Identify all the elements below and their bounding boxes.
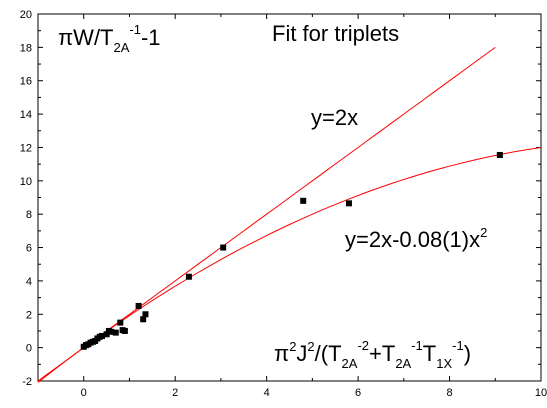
data-point bbox=[103, 331, 110, 338]
data-point bbox=[121, 327, 128, 334]
data-point bbox=[142, 311, 149, 318]
data-point bbox=[140, 316, 147, 323]
data-point bbox=[112, 329, 119, 336]
y-tick-label: 16 bbox=[20, 76, 32, 88]
y-tick-label: -2 bbox=[22, 376, 32, 388]
y-tick-label: 6 bbox=[26, 243, 32, 255]
x-tick-label: 0 bbox=[81, 387, 87, 399]
y-tick-label: 18 bbox=[20, 42, 32, 54]
y-tick-label: 4 bbox=[26, 276, 32, 288]
x-tick-label: 4 bbox=[264, 387, 270, 399]
x-tick-label: 10 bbox=[535, 387, 547, 399]
data-point bbox=[135, 302, 142, 309]
data-point bbox=[496, 151, 503, 158]
x-tick-label: 6 bbox=[355, 387, 361, 399]
y-tick-label: 12 bbox=[20, 142, 32, 154]
data-point bbox=[300, 197, 307, 204]
series-label-linear: y=2x bbox=[311, 105, 358, 130]
data-point bbox=[185, 273, 192, 280]
y-tick-label: 2 bbox=[26, 309, 32, 321]
data-point bbox=[220, 244, 227, 251]
y-axis-ticks: -2 0 2 4 6 8 10 12 14 16 18 20 bbox=[20, 9, 541, 388]
y-tick-label: 10 bbox=[20, 176, 32, 188]
y-axis-label: πW/T2A-1-1 bbox=[58, 22, 161, 55]
x-axis-label: π2J2/(T2A-2+T2A-1T1X-1) bbox=[274, 338, 471, 371]
x-tick-label: 2 bbox=[172, 387, 178, 399]
series-label-quadratic: y=2x-0.08(1)x2 bbox=[345, 225, 487, 252]
data-point bbox=[117, 319, 124, 326]
fit-line-linear bbox=[37, 46, 496, 382]
chart-title: Fit for triplets bbox=[272, 21, 399, 46]
data-point bbox=[99, 332, 106, 339]
y-tick-label: 8 bbox=[26, 209, 32, 221]
y-tick-label: 20 bbox=[20, 9, 32, 21]
x-axis-ticks: 0 2 4 6 8 10 bbox=[37, 14, 547, 399]
y-tick-label: 0 bbox=[26, 343, 32, 355]
y-tick-label: 14 bbox=[20, 109, 32, 121]
x-tick-label: 8 bbox=[446, 387, 452, 399]
data-points bbox=[80, 151, 503, 350]
data-point bbox=[108, 328, 115, 335]
data-point bbox=[345, 200, 352, 207]
